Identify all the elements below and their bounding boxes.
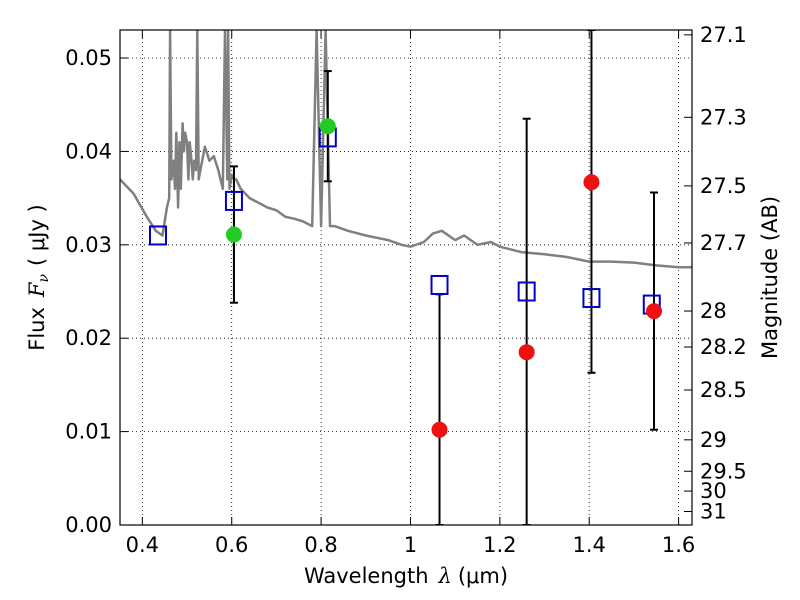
y2-tick-label: 30 bbox=[700, 479, 727, 503]
model-photometry-square bbox=[224, 190, 243, 211]
model-photometry-square bbox=[430, 274, 449, 295]
plot-area bbox=[120, 30, 692, 525]
detection-point bbox=[225, 226, 242, 243]
x-tick-label: 0.8 bbox=[304, 533, 337, 557]
y2-tick-label: 31 bbox=[700, 500, 727, 524]
y-tick-label: 0.05 bbox=[65, 46, 112, 70]
x-tick-label: 1.6 bbox=[662, 533, 695, 557]
y-axis-title-symbol-sub: ν bbox=[36, 274, 52, 283]
low-sn-point bbox=[583, 174, 600, 191]
model-photometry-square bbox=[582, 288, 601, 309]
y-tick-label: 0.02 bbox=[65, 326, 112, 350]
y-tick-label: 0.01 bbox=[65, 420, 112, 444]
y2-axis-title: Magnitude (AB) bbox=[758, 196, 782, 359]
y-tick-label: 0.03 bbox=[65, 233, 112, 257]
model-photometry-square bbox=[517, 281, 536, 302]
grid bbox=[120, 30, 692, 526]
x-axis-title-text: Wavelength bbox=[304, 564, 429, 588]
y2-tick-label: 29.5 bbox=[700, 459, 747, 483]
y-tick-label: 0.00 bbox=[65, 513, 112, 537]
x-tick-label: 0.6 bbox=[215, 533, 248, 557]
x-tick-label: 1 bbox=[404, 533, 417, 557]
detection-point bbox=[319, 118, 336, 135]
y-axis-title-unit: ( μJy ) bbox=[25, 204, 49, 266]
y2-tick-label: 27.3 bbox=[700, 105, 747, 129]
low-sn-point bbox=[518, 344, 535, 361]
y-axis-title-symbol: F bbox=[25, 281, 49, 298]
low-sn-point bbox=[646, 303, 663, 320]
y-tick-label: 0.04 bbox=[65, 139, 112, 163]
y2-tick-label: 28 bbox=[700, 299, 727, 323]
model-spectrum-line bbox=[120, 30, 692, 269]
x-tick-label: 1.4 bbox=[573, 533, 606, 557]
y2-tick-label: 27.5 bbox=[700, 174, 747, 198]
y2-tick-label: 27.7 bbox=[700, 231, 747, 255]
y-axis-title-text: Flux bbox=[25, 307, 49, 351]
y2-tick-label: 28.5 bbox=[700, 378, 747, 402]
y2-tick-label: 29 bbox=[700, 428, 727, 452]
model-layer bbox=[120, 30, 692, 269]
plot-frame bbox=[119, 29, 693, 526]
x-axis-title-symbol: λ bbox=[438, 564, 452, 588]
y2-tick-label: 27.1 bbox=[700, 23, 747, 47]
measurement-layer bbox=[225, 118, 663, 438]
y2-tick-label: 28.2 bbox=[700, 335, 747, 359]
x-axis-title-unit: (μm) bbox=[458, 564, 508, 588]
model-photometry-square bbox=[148, 225, 167, 246]
ticks: 0.4 0.6 0.8 1 1.2 1.4 1.6 0.00 0.01 0.02 0.03 0.04 0… bbox=[65, 23, 747, 557]
x-tick-label: 1.2 bbox=[483, 533, 516, 557]
x-tick-label: 0.4 bbox=[126, 533, 159, 557]
low-sn-point bbox=[431, 421, 448, 438]
x-axis-title: Wavelength λ (μm) bbox=[304, 564, 508, 588]
errorbar-layer bbox=[229, 30, 659, 525]
y-axis-title: Flux Fν ( μJy ) bbox=[25, 204, 52, 350]
